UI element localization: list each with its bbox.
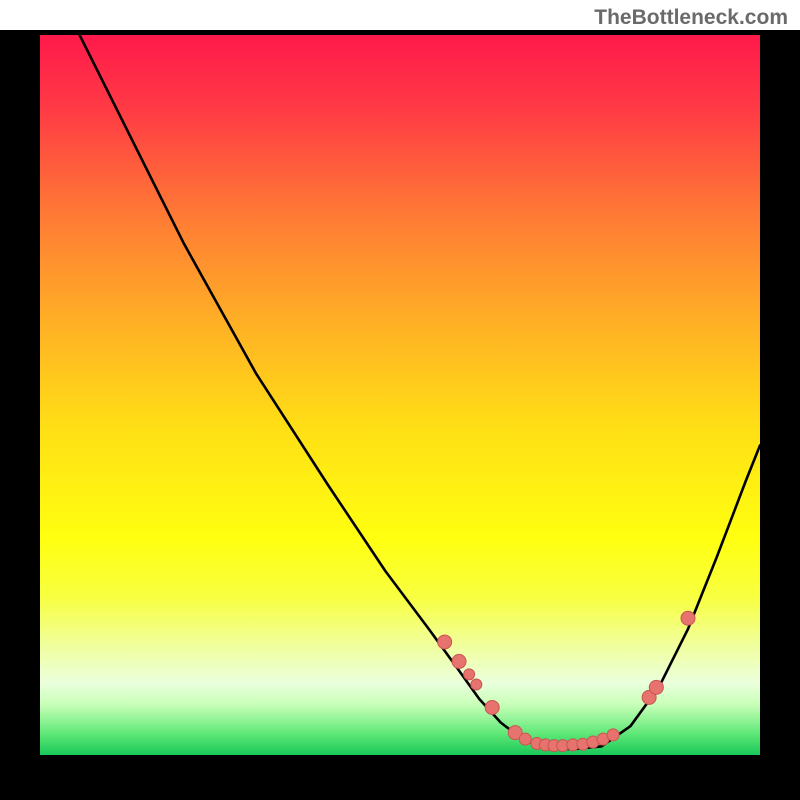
data-marker: [464, 669, 475, 680]
data-marker: [438, 635, 452, 649]
plot-area: [40, 35, 760, 755]
data-marker: [649, 680, 663, 694]
data-marker: [485, 700, 499, 714]
data-marker: [471, 679, 482, 690]
bottleneck-curve-chart: [40, 35, 760, 755]
watermark-text: TheBottleneck.com: [594, 6, 788, 30]
data-marker: [607, 729, 619, 741]
data-marker: [681, 611, 695, 625]
data-marker: [452, 654, 466, 668]
data-marker: [519, 733, 531, 745]
bottleneck-curve: [80, 35, 760, 749]
chart-container: TheBottleneck.com: [0, 0, 800, 800]
